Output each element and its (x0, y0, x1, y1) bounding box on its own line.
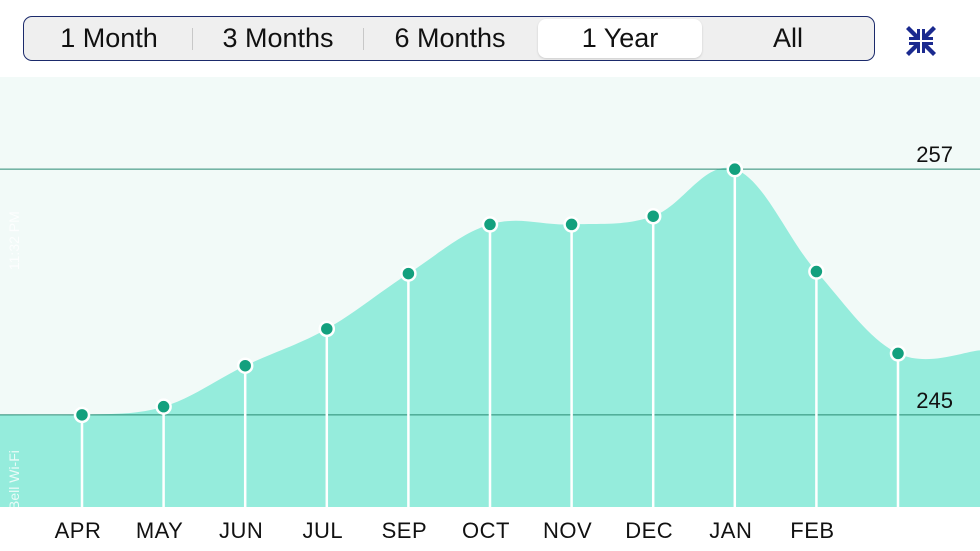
x-tick-label: SEP (382, 518, 428, 543)
collapse-chart-button[interactable] (902, 22, 940, 60)
range-3-months[interactable]: 3 Months (193, 19, 363, 58)
range-label: 1 Month (60, 23, 158, 53)
data-point (563, 216, 580, 233)
x-tick-label: MAY (136, 518, 184, 543)
range-all[interactable]: All (704, 19, 872, 58)
range-1-month[interactable]: 1 Month (26, 19, 192, 58)
status-overlay: Bell Wi-Fi 11:32 PM (6, 211, 22, 510)
data-point (889, 345, 907, 362)
x-tick-label: JUL (302, 518, 343, 543)
data-point (808, 263, 825, 280)
data-point (318, 320, 336, 338)
wifi-label: Bell Wi-Fi (6, 450, 22, 510)
data-point (644, 207, 662, 225)
range-label: All (772, 23, 803, 53)
data-point (481, 216, 499, 233)
x-tick-label: FEB (790, 518, 834, 543)
x-tick-label: JUN (219, 518, 263, 543)
data-point (726, 160, 744, 178)
x-tick-label: NOV (543, 518, 592, 543)
y-tick-label: 245 (916, 388, 953, 413)
range-label: 6 Months (394, 23, 506, 53)
data-point (73, 406, 91, 424)
data-point (400, 265, 417, 282)
time-range-selector[interactable]: 1 Month 3 Months 6 Months 1 Year All (23, 16, 875, 61)
x-tick-label: OCT (462, 518, 510, 543)
range-label: 1 Year (581, 23, 659, 53)
segment-divider (192, 28, 193, 50)
collapse-arrows-icon (906, 26, 936, 56)
x-tick-label: APR (55, 518, 102, 543)
y-tick-label: 257 (916, 142, 953, 167)
range-1-year[interactable]: 1 Year (538, 19, 702, 58)
status-time: 11:32 PM (6, 211, 22, 271)
range-label: 3 Months (222, 23, 334, 53)
segment-divider (363, 28, 364, 50)
data-point (155, 398, 172, 415)
data-point (236, 357, 254, 374)
range-6-months[interactable]: 6 Months (364, 19, 536, 58)
x-tick-label: JAN (709, 518, 752, 543)
x-tick-label: DEC (625, 518, 673, 543)
